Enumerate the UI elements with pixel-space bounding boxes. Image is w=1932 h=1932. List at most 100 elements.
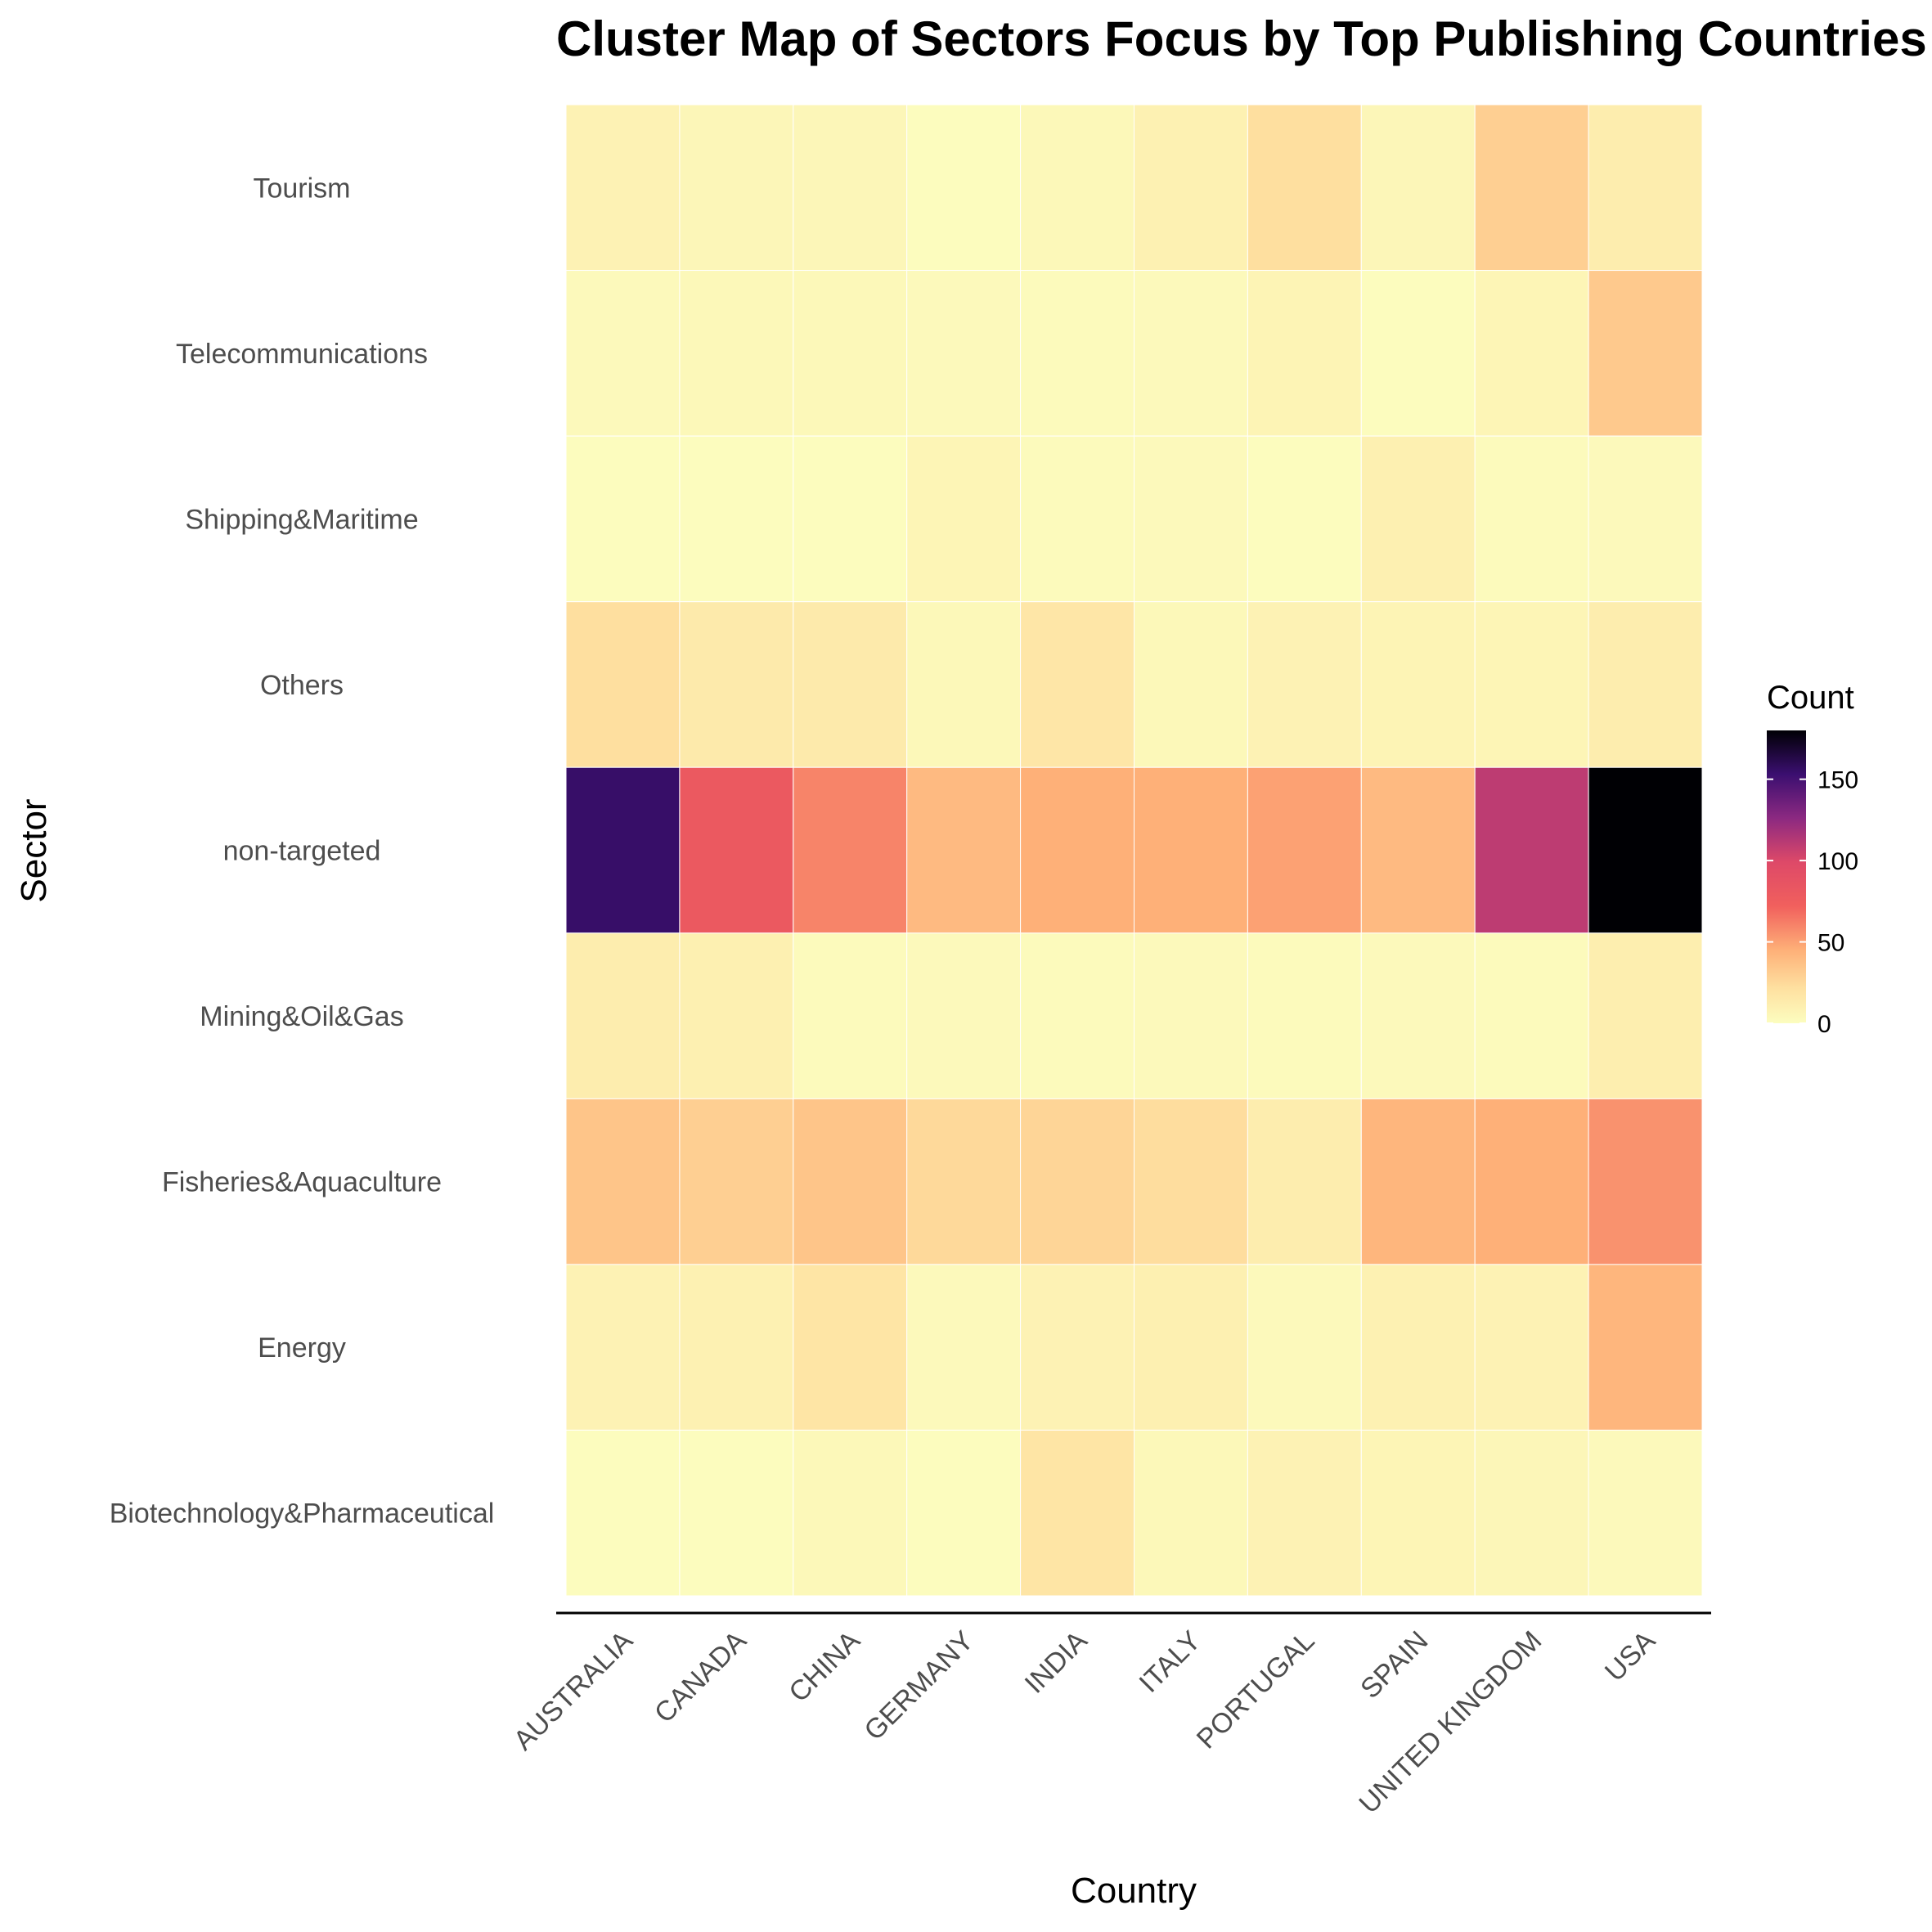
heatmap-cell	[679, 932, 794, 1099]
x-tick-label: PORTUGAL	[1191, 1625, 1321, 1755]
heatmap-cell	[679, 601, 794, 768]
y-tick-label: Energy	[258, 1332, 346, 1364]
heatmap-cell	[565, 1098, 681, 1265]
heatmap-cell	[1247, 932, 1362, 1099]
heatmap-cell	[1134, 1098, 1248, 1265]
heatmap-cell	[906, 766, 1022, 934]
heatmap-cell	[906, 601, 1022, 768]
heatmap-cell	[1134, 1264, 1248, 1431]
heatmap-cell	[1588, 435, 1703, 603]
color-legend: Count 0 50 100 150	[1767, 680, 1858, 1038]
legend-title: Count	[1767, 680, 1854, 716]
heatmap-cell	[1588, 932, 1703, 1099]
heatmap-cell	[793, 1264, 908, 1431]
heatmap-cell	[1360, 766, 1476, 934]
heatmap-cell	[565, 932, 681, 1099]
heatmap-cell	[1588, 766, 1703, 934]
heatmap-cell	[1474, 1264, 1589, 1431]
heatmap-cell	[565, 601, 681, 768]
heatmap-cell	[906, 932, 1022, 1099]
heatmap-cell	[906, 435, 1022, 603]
heatmap-cell	[1134, 1429, 1248, 1597]
heatmap-cell	[793, 1429, 908, 1597]
x-axis-title: Country	[1071, 1871, 1197, 1911]
heatmap-cell	[565, 1429, 681, 1597]
x-tick-label: SPAIN	[1355, 1625, 1434, 1705]
heatmap-cell	[1247, 1429, 1362, 1597]
heatmap-cell	[1474, 1098, 1589, 1265]
heatmap-cell	[1474, 435, 1589, 603]
heatmap-cell	[1020, 601, 1134, 768]
heatmap-cells	[565, 104, 1703, 1597]
heatmap-cell	[679, 1429, 794, 1597]
heatmap-cell	[906, 270, 1022, 437]
heatmap-cell	[793, 270, 908, 437]
heatmap-cell	[1247, 104, 1362, 272]
heatmap-cell	[1020, 766, 1134, 934]
legend-ticks: 0 50 100 150	[1767, 767, 1858, 1038]
heatmap-cell	[1134, 104, 1248, 272]
y-axis-title: Sector	[14, 798, 54, 902]
heatmap-cell	[565, 270, 681, 437]
heatmap-cell	[1474, 766, 1589, 934]
heatmap-cell	[793, 601, 908, 768]
y-tick-label: Biotechnology&Pharmaceutical	[110, 1498, 495, 1530]
legend-tick-label: 150	[1817, 767, 1858, 794]
heatmap-cell	[679, 1098, 794, 1265]
x-tick-label: ITALY	[1133, 1625, 1206, 1699]
heatmap-cell	[1020, 1098, 1134, 1265]
heatmap-cell	[1360, 1098, 1476, 1265]
heatmap-cell	[1360, 435, 1476, 603]
legend-tick-label: 100	[1817, 848, 1858, 875]
y-tick-label: non-targeted	[223, 836, 381, 867]
chart-title: Cluster Map of Sectors Focus by Top Publ…	[556, 11, 1927, 66]
heatmap-cell	[1020, 435, 1134, 603]
x-tick-label: CANADA	[649, 1625, 753, 1729]
heatmap-cell	[1360, 1264, 1476, 1431]
heatmap-cell	[565, 1264, 681, 1431]
y-axis-tick-labels: Tourism Telecommunications Shipping&Mariti…	[110, 173, 495, 1529]
x-tick-label: CHINA	[783, 1625, 866, 1709]
legend-color-bar	[1767, 730, 1806, 1023]
heatmap-cell	[1588, 270, 1703, 437]
heatmap-cell	[1360, 601, 1476, 768]
heatmap-cell	[793, 104, 908, 272]
heatmap-cell	[1020, 1429, 1134, 1597]
heatmap-cell	[793, 766, 908, 934]
heatmap-cell	[1588, 104, 1703, 272]
heatmap-cell	[793, 435, 908, 603]
heatmap-cell	[1474, 1429, 1589, 1597]
heatmap-cell	[679, 435, 794, 603]
heatmap-cell	[906, 1429, 1022, 1597]
heatmap-cell	[793, 1098, 908, 1265]
heatmap-cell	[1020, 270, 1134, 437]
heatmap-cell	[679, 766, 794, 934]
heatmap-cell	[1474, 104, 1589, 272]
heatmap-cell	[1588, 1098, 1703, 1265]
heatmap-cell	[679, 1264, 794, 1431]
heatmap-cell	[1247, 1098, 1362, 1265]
heatmap-cell	[1134, 766, 1248, 934]
heatmap-cell	[565, 435, 681, 603]
heatmap-cell	[1588, 601, 1703, 768]
heatmap-cell	[1247, 1264, 1362, 1431]
y-tick-label: Tourism	[253, 173, 350, 204]
heatmap-cell	[1020, 932, 1134, 1099]
x-tick-label: USA	[1599, 1625, 1662, 1688]
heatmap-cell	[565, 766, 681, 934]
heatmap-cell	[1020, 104, 1134, 272]
heatmap-cell	[1134, 435, 1248, 603]
heatmap-cell	[1134, 932, 1248, 1099]
heatmap-cell	[906, 1098, 1022, 1265]
heatmap-cell	[1360, 104, 1476, 272]
y-tick-label: Fisheries&Aquaculture	[162, 1167, 442, 1198]
heatmap-cell	[1588, 1264, 1703, 1431]
heatmap-cell	[1247, 601, 1362, 768]
heatmap-cell	[1247, 766, 1362, 934]
heatmap-cell	[1360, 1429, 1476, 1597]
x-tick-label: GERMANY	[858, 1625, 979, 1746]
heatmap-cell	[1474, 932, 1589, 1099]
heatmap-cell	[1360, 270, 1476, 437]
x-tick-label: INDIA	[1019, 1625, 1094, 1700]
